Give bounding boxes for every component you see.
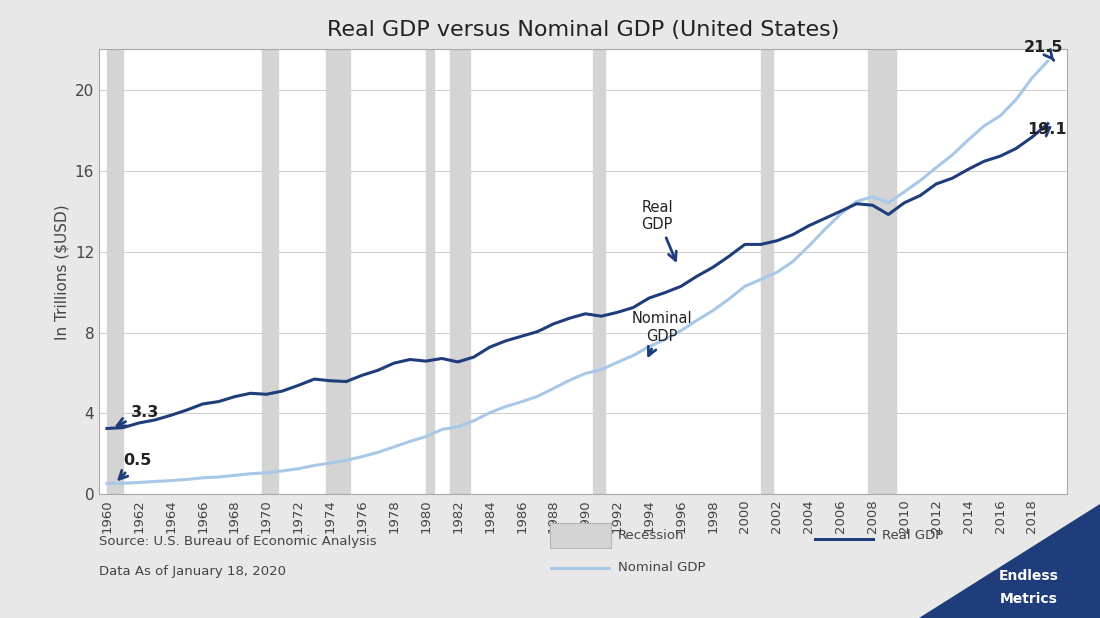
Bar bbox=[869, 49, 896, 494]
Text: Nominal
GDP: Nominal GDP bbox=[631, 311, 692, 355]
Text: 0.5: 0.5 bbox=[119, 453, 152, 479]
Text: Endless: Endless bbox=[999, 569, 1058, 583]
Y-axis label: In Trillions ($USD): In Trillions ($USD) bbox=[54, 204, 69, 340]
Text: 3.3: 3.3 bbox=[117, 405, 160, 426]
Text: Source: U.S. Bureau of Economic Analysis: Source: U.S. Bureau of Economic Analysis bbox=[99, 535, 376, 548]
Text: Nominal GDP: Nominal GDP bbox=[618, 561, 706, 574]
Text: Recession: Recession bbox=[618, 529, 684, 543]
Bar bbox=[107, 49, 123, 494]
Title: Real GDP versus Nominal GDP (United States): Real GDP versus Nominal GDP (United Stat… bbox=[327, 20, 839, 40]
Polygon shape bbox=[918, 504, 1100, 618]
Text: 21.5: 21.5 bbox=[1024, 40, 1064, 61]
Text: Data As of January 18, 2020: Data As of January 18, 2020 bbox=[99, 565, 286, 578]
Text: Real
GDP: Real GDP bbox=[641, 200, 676, 260]
Bar bbox=[327, 49, 350, 494]
Text: 19.1: 19.1 bbox=[1027, 122, 1067, 137]
Text: Metrics: Metrics bbox=[1000, 593, 1057, 606]
Bar bbox=[263, 49, 278, 494]
Bar bbox=[450, 49, 470, 494]
Bar bbox=[761, 49, 773, 494]
Bar bbox=[426, 49, 433, 494]
Text: Real GDP: Real GDP bbox=[882, 529, 944, 543]
Bar bbox=[593, 49, 605, 494]
